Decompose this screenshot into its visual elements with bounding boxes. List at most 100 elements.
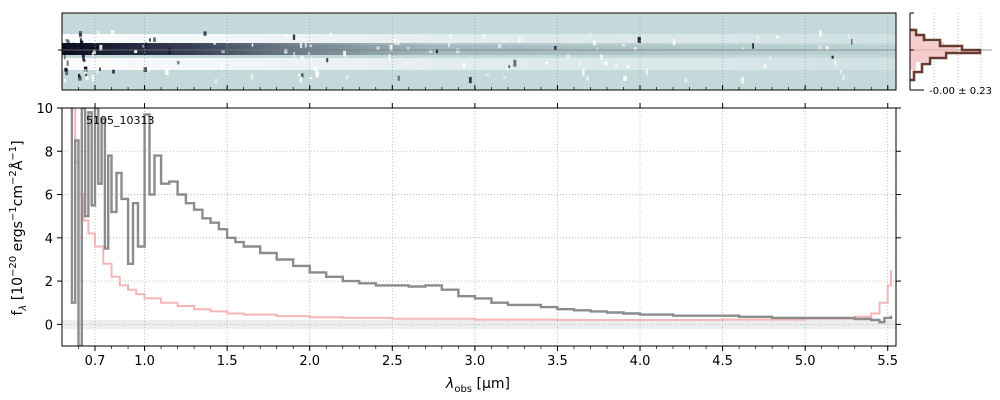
x-tick-label-4: 2.5	[382, 354, 403, 369]
series-flux-points	[70, 108, 892, 346]
spectrum-2d-pixel	[293, 51, 296, 58]
spectrum-2d-pixel	[65, 69, 69, 76]
spectrum-2d-pixel	[93, 49, 96, 55]
spectrum-2d-pixel	[589, 33, 592, 36]
object-id-annotation: 5105_10313	[86, 114, 155, 127]
spectrum-2d-pixel	[304, 42, 307, 48]
y-tick-label-1: 2	[45, 275, 53, 290]
spectrum-2d-pixel	[203, 31, 207, 36]
spectrum-2d-pixel	[397, 75, 400, 81]
spectrum-2d-pixel	[81, 52, 84, 57]
spectrum-2d-pixel	[310, 56, 312, 63]
spectrum-2d-pixel	[462, 62, 466, 69]
spectrum-2d-pixel	[83, 61, 87, 66]
spectrum-2d-pixel	[82, 59, 86, 62]
spectrum-2d-pixel	[449, 34, 452, 39]
spectrum-2d-pixel	[483, 33, 486, 40]
spectrum-2d-pixel	[389, 44, 393, 51]
y-tick-label-5: 10	[36, 102, 53, 117]
spectrum-2d-pixel	[554, 45, 557, 51]
spectrum-2d-pixel	[757, 35, 760, 40]
x-axis: 0.7 1.0 1.5 2.0 2.5 3.0 3.5 4.0 4.5 5.0 5.5	[78, 103, 898, 369]
y-axis-label: fλ [10−20 ergs−1cm−2Å−1]	[8, 140, 29, 315]
spectrum-2d-pixel-streaks	[64, 30, 853, 84]
x-tick-label-8: 4.5	[712, 354, 733, 369]
spectrum-2d-pixel	[82, 54, 85, 61]
x-tick-label-3: 2.0	[299, 354, 320, 369]
spectrum-2d-pixel	[300, 76, 303, 79]
spectrum-2d-pixel	[672, 38, 676, 46]
spectrum-2d-pixel	[149, 38, 151, 42]
x-tick-label-0: 0.7	[85, 354, 106, 369]
spectrum-2d-pixel	[764, 64, 767, 69]
x-tick-label-1: 1.0	[134, 354, 155, 369]
spectrum-2d-pixel	[153, 37, 156, 43]
profile-model-fill	[910, 28, 958, 70]
spectrum-1d-frame	[61, 107, 897, 347]
spectrum-2d-pixel	[99, 44, 103, 51]
spectrum-2d-pixel	[78, 76, 82, 81]
spectrum-2d-pixel	[301, 73, 304, 78]
spectrum-2d-pixel	[394, 39, 397, 45]
spectrum-2d-pixel	[578, 62, 581, 66]
spectrum-2d-pixel	[825, 46, 829, 51]
spectrum-2d-pixel	[406, 47, 410, 51]
spectrum-2d-pixel	[388, 54, 391, 62]
spectrum-2d-pixel	[456, 48, 460, 54]
spectrum-2d-pixel	[64, 54, 66, 60]
spectrum-2d-pixel	[566, 54, 570, 59]
spectrum-2d-pixel	[839, 69, 842, 74]
spectrum-1d-grid	[62, 107, 896, 346]
spectrum-2d-pixel	[79, 33, 82, 36]
spectrum-2d-pixel	[213, 41, 216, 45]
spectrum-2d-white-band-lower	[62, 58, 896, 70]
spectrum-2d-pixel	[428, 50, 432, 53]
spectrum-2d-pixel	[308, 52, 311, 56]
spectrum-2d-pixel	[600, 54, 603, 61]
spectrum-2d-pixel	[615, 64, 619, 68]
spectrum-2d-pixel	[64, 47, 67, 51]
spectrum-2d-pixel	[72, 42, 75, 48]
x-tick-label-5: 3.0	[465, 354, 486, 369]
spectrum-2d-pixel	[79, 38, 82, 43]
spectrum-2d-pixel	[85, 73, 88, 77]
spectrum-2d-pixel	[220, 62, 224, 70]
spectrum-2d-pixel	[94, 66, 96, 72]
y-tick-label-3: 6	[45, 189, 53, 204]
spectrum-2d-pixel	[346, 75, 348, 80]
y-tick-label-2: 4	[45, 232, 53, 247]
spectrum-2d-pixel	[596, 47, 599, 51]
spectrum-2d-pixel	[177, 60, 180, 65]
spectrum-2d-pixel	[603, 61, 608, 65]
spectrum-2d-pixel	[144, 42, 147, 48]
spectrum-2d-pixel	[168, 47, 171, 55]
spectrum-2d-pixel	[313, 66, 318, 71]
spectrum-2d-pixel	[742, 47, 745, 50]
spectrum-2d-pixel	[684, 77, 688, 83]
spectrum-2d-pixel	[582, 69, 585, 76]
spectrum-2d-pixel	[740, 77, 745, 84]
spectrum-2d-pixel	[112, 69, 115, 74]
spectrum-2d-pixel	[850, 38, 853, 45]
spectrum-2d-pixel	[486, 73, 490, 77]
spectrum-2d-pixel	[284, 48, 288, 54]
x-axis-label: λobs [μm]	[445, 376, 510, 395]
y-tick-label-4: 8	[45, 145, 53, 160]
spectrum-2d-pixel	[637, 36, 641, 43]
spectrum-2d-pixel	[645, 68, 649, 76]
spectrum-2d-panel	[58, 12, 897, 91]
spectrum-2d-x-ticks	[78, 85, 889, 90]
spectrum-2d-pixel	[91, 45, 95, 51]
spectrum-2d-pixel	[284, 33, 288, 40]
spectrum-2d-pixel	[209, 35, 212, 38]
x-tick-label-6: 3.5	[547, 354, 568, 369]
spectrum-2d-pixel	[468, 76, 472, 84]
spectrum-2d-pixel	[376, 46, 380, 51]
profile-panel: -0.00 ± 0.23	[909, 12, 992, 97]
spectrum-2d-pixel	[250, 73, 254, 81]
spectrum-2d-pixel	[634, 47, 637, 51]
spectrum-2d-pixel	[842, 74, 845, 81]
spectrum-2d-pixel	[85, 76, 89, 80]
spectrum-2d-pixel	[397, 40, 400, 46]
spectrum-2d-pixel	[406, 62, 410, 65]
